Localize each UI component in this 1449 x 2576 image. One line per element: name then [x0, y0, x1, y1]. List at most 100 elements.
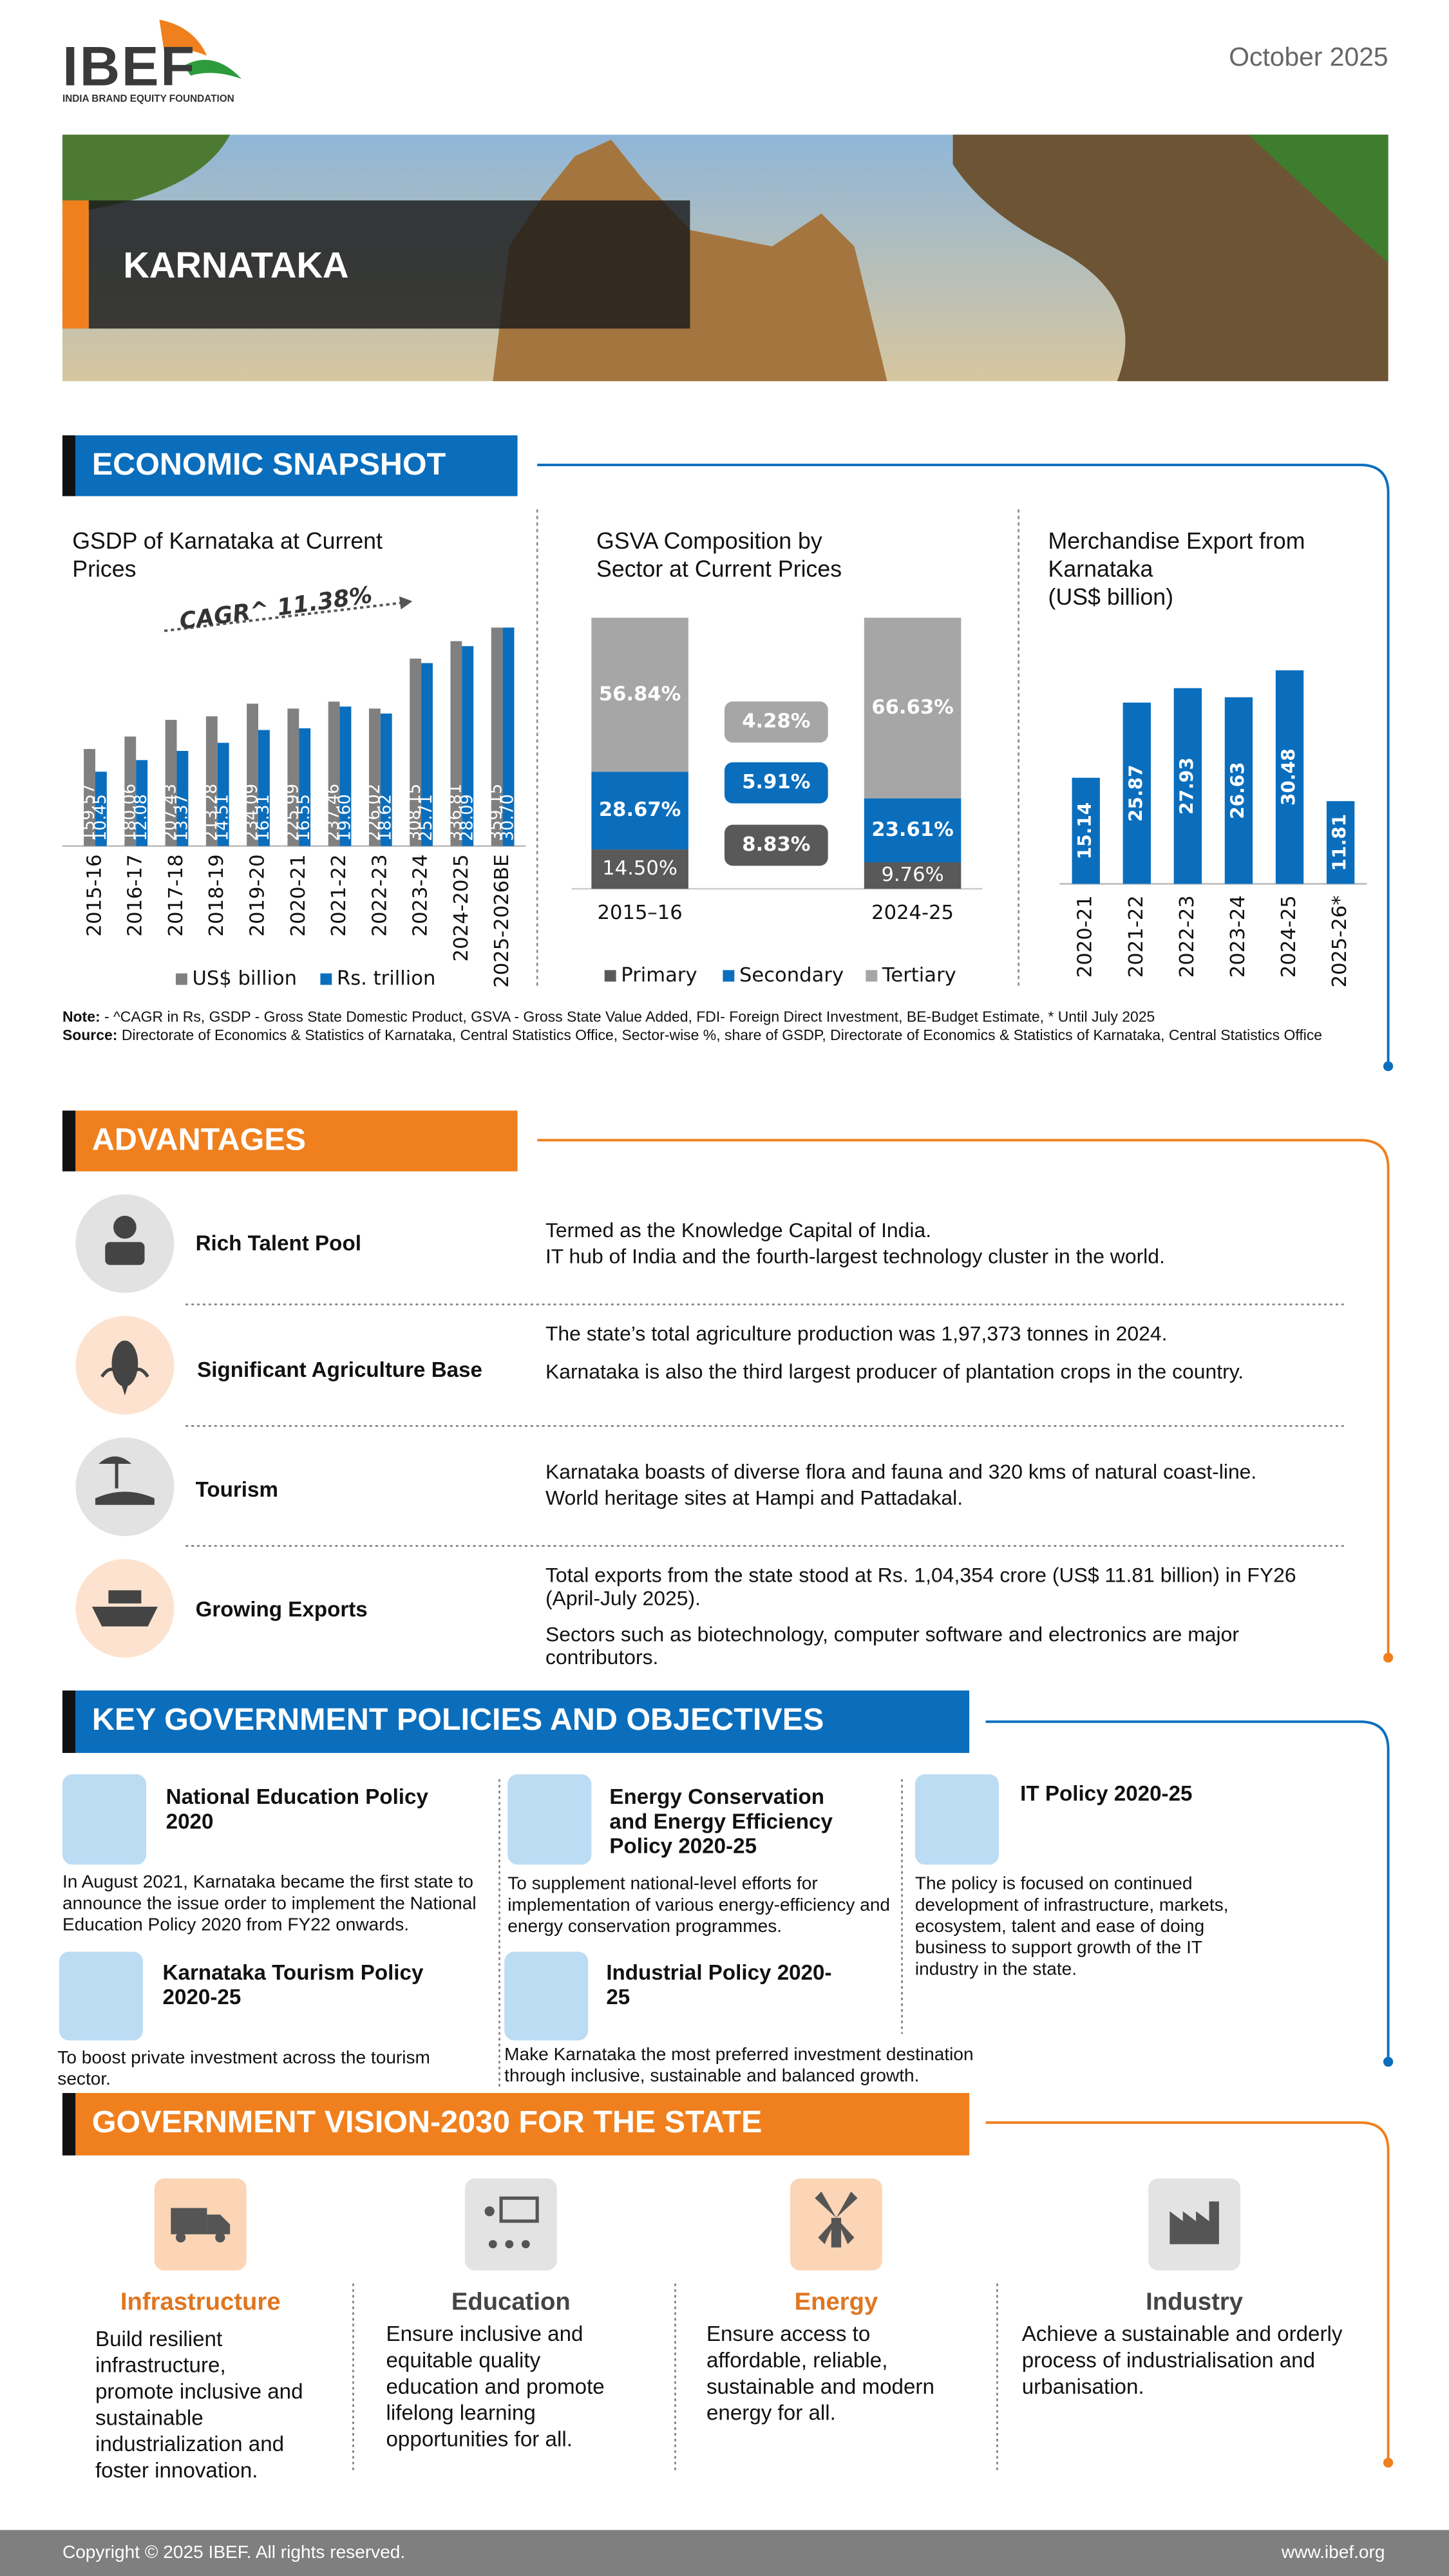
data-label: 15.14 — [1074, 802, 1095, 860]
state-title: KARNATAKA — [123, 245, 349, 286]
bar — [410, 658, 422, 846]
hero-overlay — [88, 200, 690, 329]
icon — [484, 2196, 539, 2249]
bar-segment — [864, 618, 961, 799]
advantage-point: Karnataka boasts of diverse flora and fa… — [545, 1460, 1257, 1484]
x-tick-label: 2023-24 — [410, 855, 432, 937]
policy-text: The policy is focused on continued devel… — [914, 1874, 1229, 1980]
bar — [165, 719, 177, 846]
chart-title: Merchandise Export from Karnataka — [1048, 527, 1305, 582]
section-header: KEY GOVERNMENT POLICIES AND OBJECTIVES — [75, 1690, 970, 1753]
bar — [217, 743, 229, 846]
header-accent — [62, 2092, 76, 2155]
section-header: ECONOMIC SNAPSHOT — [75, 435, 518, 497]
bar — [1122, 702, 1151, 884]
annotation: 5.91% — [742, 771, 810, 793]
policy-name: National Education Policy 2020 — [166, 1784, 428, 1833]
icon — [171, 2208, 231, 2243]
data-label: 18.62 — [376, 794, 395, 841]
vision-text: Ensure access to affordable, reliable, s… — [706, 2321, 934, 2425]
annotation-box — [724, 762, 828, 804]
bar — [95, 772, 107, 846]
x-tick-label: 2022-23 — [368, 855, 391, 937]
icon-box — [62, 1774, 147, 1865]
legend-label: US$ billion — [192, 967, 297, 990]
bar — [421, 663, 433, 846]
legend-swatch — [175, 973, 187, 985]
policy-name: IT Policy 2020-25 — [1020, 1781, 1193, 1806]
annotation-box — [724, 824, 828, 866]
data-label: 25.87 — [1125, 764, 1146, 822]
vision-name: Industry — [1146, 2288, 1244, 2316]
connector-dot — [1383, 2056, 1394, 2067]
bar — [339, 706, 352, 846]
data-label: 13.37 — [172, 794, 191, 841]
data-label: 25.71 — [417, 794, 436, 841]
footer-bar — [0, 2530, 1449, 2576]
logo: IBEF — [62, 36, 196, 99]
bar-segment — [591, 849, 688, 889]
chart-unit: (US$ billion) — [1048, 583, 1174, 610]
icon — [91, 1590, 158, 1627]
section-header: GOVERNMENT VISION-2030 FOR THE STATE — [75, 2092, 970, 2155]
bar — [380, 713, 392, 846]
source-label: Source: — [62, 1027, 118, 1043]
connector-dot — [1383, 1061, 1394, 1072]
icon-box — [914, 1774, 999, 1865]
x-tick-label: 2018-19 — [205, 855, 228, 937]
bar — [1173, 688, 1202, 884]
x-tick-label: 2024-25 — [1278, 895, 1300, 978]
chart-title: GSDP of Karnataka at Current Prices — [72, 527, 383, 582]
connector — [537, 1139, 1390, 1656]
bar-segment — [864, 862, 961, 889]
header-accent — [62, 435, 76, 497]
annotation: 8.83% — [742, 833, 810, 856]
data-label: 30.70 — [498, 794, 518, 841]
x-tick-label: 2021-22 — [328, 855, 350, 937]
advantage-point: The state’s total agriculture production… — [545, 1322, 1168, 1346]
x-tick-label: 2019-20 — [247, 855, 269, 937]
x-tick-label: 2021-22 — [1125, 895, 1148, 978]
bar — [1072, 777, 1100, 884]
advantage-point: World heritage sites at Hampi and Pattad… — [545, 1486, 963, 1510]
hero-tree — [62, 135, 231, 214]
bar — [450, 641, 462, 846]
advantage-name: Significant Agriculture Base — [197, 1357, 483, 1382]
data-label: 27.93 — [1176, 757, 1197, 815]
bar — [287, 708, 299, 846]
policy-text: Make Karnataka the most preferred invest… — [504, 2045, 974, 2087]
bar-segment — [591, 772, 688, 850]
data-label: 14.51 — [213, 794, 232, 841]
policy-name: Energy Conservation and Energy Efficienc… — [609, 1784, 833, 1859]
website[interactable]: www.ibef.org — [1281, 2543, 1385, 2563]
x-tick-label: 2015–16 — [598, 902, 683, 924]
x-tick-label: 2025-26* — [1329, 895, 1351, 987]
icon-box — [464, 2178, 557, 2271]
advantage-name: Growing Exports — [195, 1596, 368, 1622]
connector-dot — [1383, 2458, 1394, 2468]
chart-title: Merchandise Export from Karnataka (US$ bi… — [1048, 527, 1320, 611]
source-text: Directorate of Economics & Statistics of… — [117, 1027, 1323, 1043]
note-label: Note: — [62, 1009, 100, 1025]
data-label: 28.09 — [457, 794, 477, 841]
data-label: 11.81 — [1329, 814, 1350, 871]
icon-circle — [75, 1437, 175, 1537]
header-accent — [62, 1110, 76, 1171]
logo-bird — [184, 59, 242, 79]
section-header: ADVANTAGES — [75, 1110, 518, 1171]
data-label: 66.63% — [871, 696, 954, 719]
data-label: 16.31 — [254, 794, 273, 841]
bar — [205, 716, 218, 846]
x-tick-label: 2024-25 — [871, 902, 954, 924]
connector-dot — [1383, 1653, 1394, 1663]
icon — [1170, 2201, 1219, 2244]
bar — [328, 701, 340, 846]
x-tick-label: 2022-23 — [1176, 895, 1198, 978]
vision-name: Education — [451, 2288, 571, 2316]
annotation: CAGR^ 11.38% — [178, 582, 374, 635]
legend-swatch — [320, 973, 332, 985]
policy-text: To boost private investment across the t… — [57, 2049, 430, 2090]
bar — [502, 627, 515, 846]
